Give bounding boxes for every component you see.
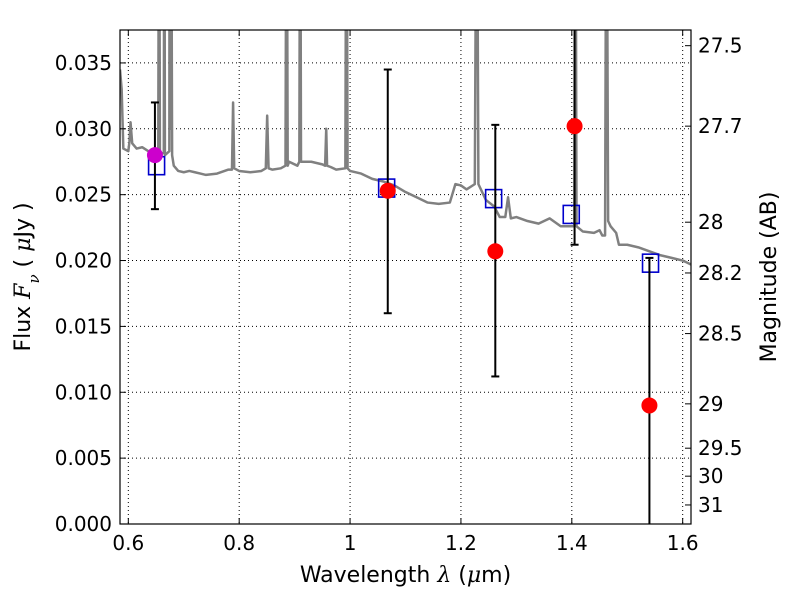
observed-point-4 [641, 397, 658, 414]
observed-point-0 [146, 147, 163, 164]
y-tick-label-1: 0.005 [55, 446, 112, 470]
y-tick-label-4: 0.020 [55, 249, 112, 273]
model-spectrum-line [120, 30, 691, 266]
x-tick-label-0: 0.6 [112, 531, 144, 555]
y-tick-label-5: 0.025 [55, 183, 112, 207]
mag-tick-label-1: 27.7 [698, 114, 743, 138]
observed-point-1 [379, 182, 396, 199]
x-tick-label-1: 0.8 [223, 531, 255, 555]
x-tick-label-5: 1.6 [667, 531, 699, 555]
y-axis-title: Flux Fν ( μJy ) [11, 202, 43, 351]
y-tick-label-7: 0.035 [55, 51, 112, 75]
observed-point-2 [487, 243, 504, 260]
y-tick-label-3: 0.015 [55, 314, 112, 338]
mag-tick-label-5: 29 [698, 392, 723, 416]
mag-tick-label-3: 28.2 [698, 261, 743, 285]
mag-tick-label-4: 28.5 [698, 322, 743, 346]
plot-background [120, 30, 691, 524]
observed-point-3 [566, 118, 583, 135]
y-tick-label-6: 0.030 [55, 117, 112, 141]
plot-frame [119, 29, 692, 525]
mag-tick-label-6: 29.5 [698, 436, 743, 460]
mag-tick-label-7: 30 [698, 464, 723, 488]
model-photometry-square-4 [641, 253, 660, 273]
y-tick-label-0: 0.000 [55, 512, 112, 536]
x-axis-title: Wavelength λ (μm) [300, 563, 511, 588]
mag-tick-label-0: 27.5 [698, 34, 743, 58]
axes: 0.6 0.8 1 1.2 1.4 1.6 0.000 0.005 0.010 0.015 0.02… [55, 30, 743, 555]
y2-axis-title: Magnitude (AB) [757, 192, 782, 363]
x-tick-label-4: 1.4 [556, 531, 588, 555]
mag-tick-label-2: 28 [698, 210, 723, 234]
model-photometry-square-2 [484, 188, 503, 209]
x-tick-label-2: 1 [344, 531, 357, 555]
mag-tick-label-8: 31 [698, 493, 723, 517]
x-tick-label-3: 1.2 [445, 531, 477, 555]
y-tick-label-2: 0.010 [55, 380, 112, 404]
error-bars [146, 30, 658, 524]
model-photometry-square-3 [562, 204, 581, 225]
